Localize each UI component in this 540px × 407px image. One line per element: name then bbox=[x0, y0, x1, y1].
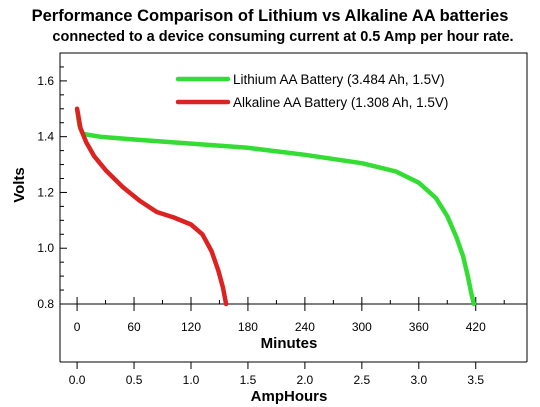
minute-tick-label: 360 bbox=[409, 320, 429, 334]
y-axis-title: Volts bbox=[11, 167, 28, 203]
x-axis-title-minutes: Minutes bbox=[261, 335, 318, 352]
amphour-tick-label: 2.5 bbox=[353, 373, 370, 387]
legend-label-alkaline: Alkaline AA Battery (1.308 Ah, 1.5V) bbox=[233, 95, 448, 110]
amphour-tick-label: 0.5 bbox=[126, 373, 143, 387]
y-tick-label: 1.4 bbox=[37, 130, 54, 144]
y-tick-label: 0.8 bbox=[37, 297, 54, 311]
minute-tick-label: 420 bbox=[466, 320, 486, 334]
minute-tick-label: 180 bbox=[238, 320, 258, 334]
amphour-tick-label: 1.5 bbox=[240, 373, 257, 387]
legend-label-lithium: Lithium AA Battery (3.484 Ah, 1.5V) bbox=[233, 72, 445, 87]
y-tick-label: 1.2 bbox=[37, 185, 54, 199]
legend: Lithium AA Battery (3.484 Ah, 1.5V) Alka… bbox=[175, 72, 448, 110]
series-line-alkaline bbox=[74, 106, 229, 307]
minute-tick-label: 60 bbox=[127, 320, 141, 334]
minute-tick-label: 240 bbox=[295, 320, 315, 334]
amphour-tick-label: 3.5 bbox=[467, 373, 484, 387]
amphour-tick-label: 1.0 bbox=[183, 373, 200, 387]
amphour-tick-label: 0.0 bbox=[69, 373, 86, 387]
chart-title: Performance Comparison of Lithium vs Alk… bbox=[32, 7, 509, 25]
y-tick-label: 1.0 bbox=[37, 241, 54, 255]
series-line-lithium bbox=[74, 106, 477, 307]
amphour-tick-label: 3.0 bbox=[410, 373, 427, 387]
minute-tick-label: 300 bbox=[352, 320, 372, 334]
y-tick-label: 1.6 bbox=[37, 74, 54, 88]
minute-tick-label: 0 bbox=[74, 320, 81, 334]
amphour-tick-label: 2.0 bbox=[297, 373, 314, 387]
x-axis-title-amphours: AmpHours bbox=[251, 388, 328, 405]
plot-area-frame bbox=[59, 52, 528, 305]
chart-subtitle: connected to a device consuming current … bbox=[52, 29, 513, 45]
minute-tick-label: 120 bbox=[181, 320, 201, 334]
